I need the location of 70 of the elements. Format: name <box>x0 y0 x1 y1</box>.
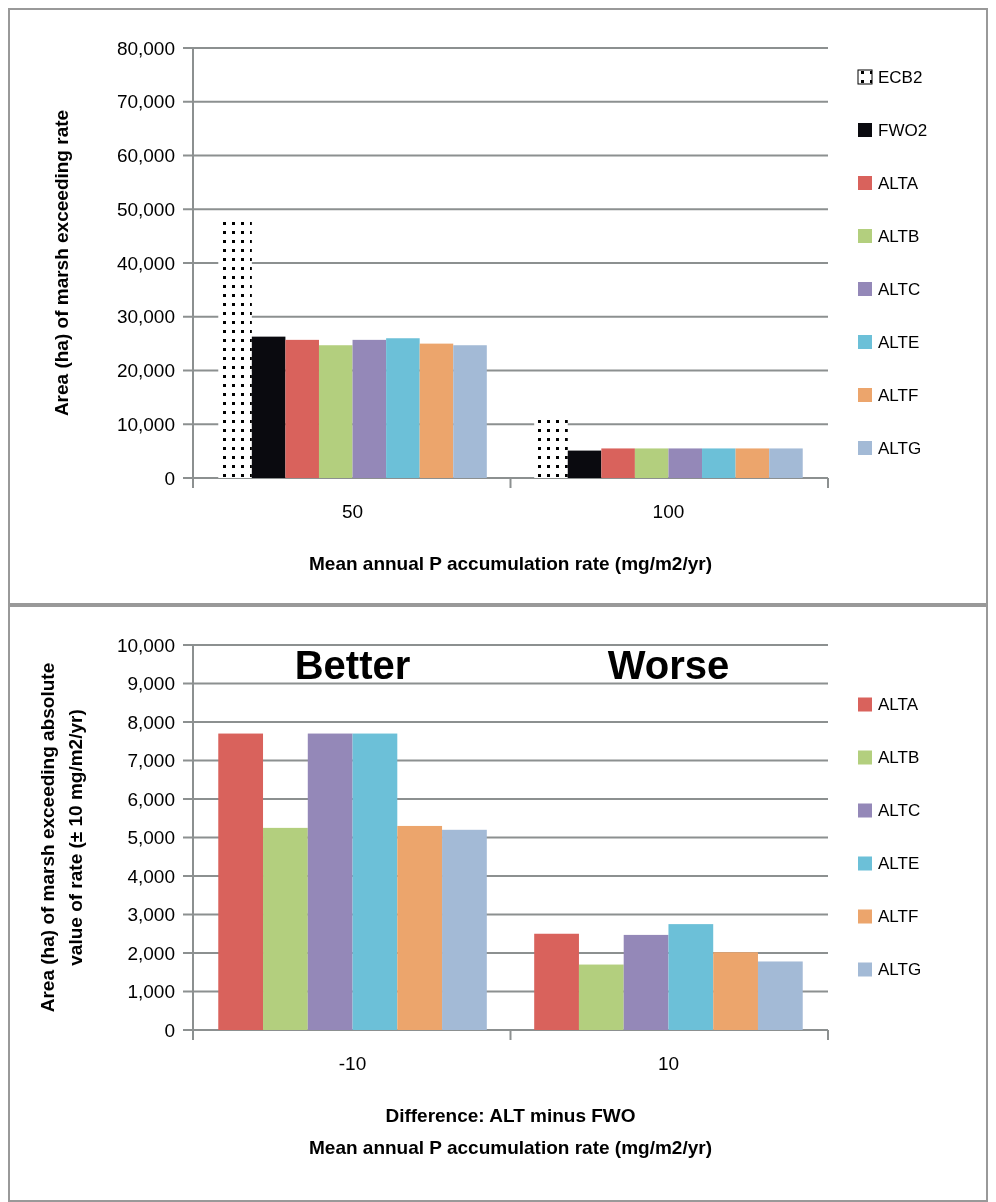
x-tick-label: 100 <box>652 501 685 522</box>
x-tick-label: 50 <box>341 501 364 522</box>
bar <box>307 733 353 1030</box>
bar <box>713 952 758 1030</box>
x-tick-label: 10 <box>657 1053 680 1074</box>
y-tick-label: 10,000 <box>116 413 175 435</box>
bar <box>442 829 487 1030</box>
x-axis-title: Difference: ALT minus FWO Mean annual P accumulation rate (mg/m2/yr) <box>309 1105 712 1158</box>
bar <box>668 924 714 1030</box>
bar <box>634 448 669 478</box>
legend-label: ALTG <box>878 438 922 458</box>
bar <box>702 448 736 478</box>
bar <box>567 450 602 478</box>
y-tick-label: 0 <box>164 1019 175 1041</box>
bar <box>285 339 319 478</box>
bar <box>757 961 803 1030</box>
bar <box>218 733 264 1030</box>
bar <box>352 733 398 1030</box>
y-tick-label: 6,000 <box>127 788 175 810</box>
y-tick-label: 70,000 <box>116 91 175 113</box>
x-tick-label: -10 <box>338 1053 367 1074</box>
legend-label: ALTB <box>878 748 920 768</box>
legend-label: ECB2 <box>878 67 923 87</box>
y-axis-title: Area (ha) of marsh exceeding absolute value of rate (± 10 mg/m2/yr) <box>37 662 86 1013</box>
bar <box>769 448 803 478</box>
bar <box>397 825 443 1030</box>
y-tick-label: 4,000 <box>127 865 175 887</box>
y-tick-label: 60,000 <box>116 145 175 167</box>
y-tick-label: 10,000 <box>116 634 175 656</box>
bar <box>623 934 669 1030</box>
y-tick-label: 2,000 <box>127 942 175 964</box>
bar <box>735 448 770 478</box>
y-tick-label: 40,000 <box>116 252 175 274</box>
y-tick-label: 80,000 <box>116 37 175 59</box>
y-tick-label: 8,000 <box>127 711 175 733</box>
legend-label: ALTA <box>878 695 919 715</box>
legend-label: ALTC <box>878 801 921 821</box>
y-tick-label: 20,000 <box>116 360 175 382</box>
bar <box>453 345 487 478</box>
legend-label: ALTE <box>878 332 920 352</box>
bar <box>318 345 353 478</box>
y-tick-label: 50,000 <box>116 198 175 220</box>
bar <box>578 964 624 1030</box>
legend-label: FWO2 <box>878 120 928 140</box>
bar <box>419 343 454 478</box>
y-axis-title: Area (ha) of marsh exceeding rate <box>51 109 72 417</box>
bar <box>386 338 420 478</box>
y-tick-label: 9,000 <box>127 673 175 695</box>
y-tick-label: 30,000 <box>116 306 175 328</box>
bar <box>263 827 308 1030</box>
y-tick-label: 0 <box>164 467 175 489</box>
legend-label: ALTE <box>878 854 920 874</box>
y-tick-label: 7,000 <box>127 750 175 772</box>
legend-label: ALTG <box>878 960 922 980</box>
bar <box>601 448 635 478</box>
legend-label: ALTB <box>878 226 920 246</box>
legend-label: ALTA <box>878 173 919 193</box>
bar <box>352 339 387 478</box>
y-tick-label: 1,000 <box>127 981 175 1003</box>
y-tick-label: 3,000 <box>127 904 175 926</box>
annotation: Worse <box>607 643 730 687</box>
y-tick-label: 5,000 <box>127 827 175 849</box>
annotation: Better <box>294 643 411 687</box>
bar <box>668 448 703 478</box>
legend-label: ALTF <box>878 907 919 927</box>
x-axis-title: Mean annual P accumulation rate (mg/m2/yr) <box>309 553 712 574</box>
bar <box>534 933 579 1030</box>
bar <box>251 336 286 478</box>
legend-label: ALTC <box>878 279 921 299</box>
legend-label: ALTF <box>878 385 919 405</box>
